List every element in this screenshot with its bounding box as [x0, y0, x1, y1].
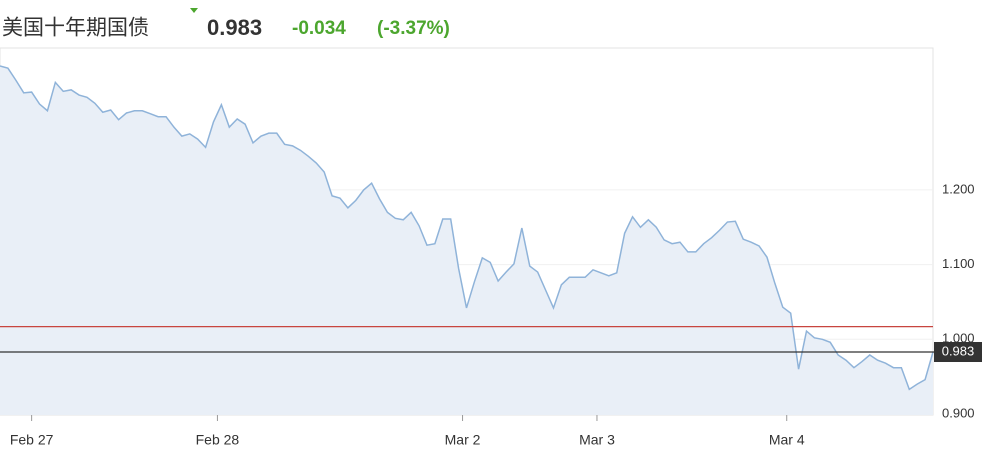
x-tick-label: Feb 28: [196, 432, 240, 448]
chart-title: 美国十年期国债: [2, 17, 149, 40]
price-tag-label: 0.983: [942, 343, 975, 358]
y-tick-label: 1.000: [942, 331, 975, 346]
change: -0.034: [292, 18, 346, 39]
price-tag: [934, 342, 982, 363]
area: [0, 65, 933, 416]
price: 0.983: [207, 15, 262, 40]
x-tick-label: Mar 4: [769, 432, 805, 448]
y-tick-label: 0.900: [942, 405, 975, 420]
line: [0, 65, 934, 391]
x-tick-label: Feb 27: [10, 432, 54, 448]
x-tick-label: Mar 2: [445, 432, 481, 448]
x-tick-label: Mar 3: [579, 432, 615, 448]
y-tick-label: 1.200: [942, 181, 975, 196]
down-arrow: [190, 8, 198, 13]
change-percent: (-3.37%): [377, 18, 450, 39]
y-tick-label: 1.100: [942, 256, 975, 271]
